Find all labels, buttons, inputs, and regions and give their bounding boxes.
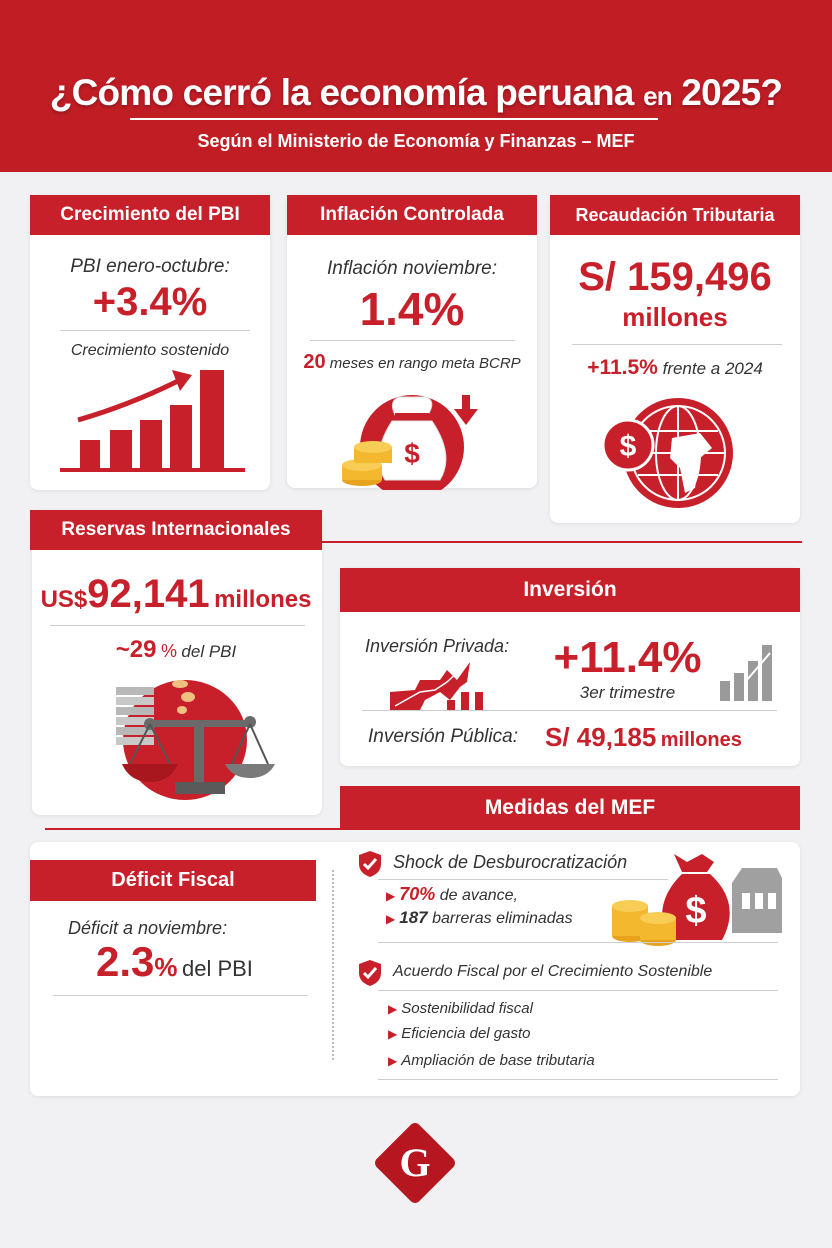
bullet-strong: 70% bbox=[399, 884, 436, 904]
title-small: en bbox=[643, 81, 673, 111]
pbi-note: Crecimiento sostenido bbox=[70, 342, 230, 359]
medida-1-bullet-2: ▶ 187 barreras eliminadas bbox=[386, 908, 573, 928]
page-title: ¿Cómo cerró la economía peruana en 2025? bbox=[0, 72, 832, 114]
recaudacion-change: +11.5% frente a 2024 bbox=[550, 356, 800, 380]
triangle-bullet-icon: ▶ bbox=[388, 1002, 398, 1016]
gray-bar-chart-icon bbox=[720, 645, 772, 701]
divider bbox=[362, 710, 777, 711]
medida-2-bullet-1: ▶ Sostenibilidad fiscal bbox=[388, 1000, 533, 1017]
title-rule bbox=[130, 118, 658, 120]
deficit-value-line: 2.3% del PBI bbox=[96, 938, 253, 986]
reservas-share-prefix: ~ bbox=[115, 636, 130, 663]
pbi-heading: Crecimiento del PBI bbox=[30, 195, 270, 235]
reservas-currency: US$ bbox=[40, 586, 88, 613]
recaudacion-unit: millones bbox=[622, 302, 728, 332]
inflacion-label: Inflación noviembre: bbox=[326, 258, 498, 279]
divider bbox=[53, 995, 308, 996]
reservas-share-value: 29 bbox=[129, 636, 157, 663]
bullet-text: Sostenibilidad fiscal bbox=[401, 1000, 533, 1017]
inversion-public-value: S/ 49,185 bbox=[545, 722, 657, 752]
recaudacion-change-value: +11.5% bbox=[587, 356, 658, 379]
inflacion-value: 1.4% bbox=[359, 283, 465, 335]
divider bbox=[378, 942, 778, 943]
reservas-value-line: US$92,141 millones bbox=[30, 572, 322, 617]
page-header: ¿Cómo cerró la economía peruana en 2025?… bbox=[0, 0, 832, 172]
reservas-share: ~29 % del PBI bbox=[30, 636, 322, 664]
reservas-share-text: del PBI bbox=[181, 642, 237, 661]
deficit-pct: % bbox=[154, 952, 178, 982]
bar-chart-growth-icon bbox=[60, 370, 245, 472]
recaudacion-change-text: frente a 2024 bbox=[662, 359, 763, 378]
money-bag-coins-bank-icon: $ bbox=[612, 854, 782, 946]
title-main: ¿Cómo cerró la economía peruana bbox=[49, 72, 635, 113]
divider bbox=[50, 625, 305, 626]
bullet-text: Ampliación de base tributaria bbox=[401, 1052, 595, 1069]
divider bbox=[378, 1079, 778, 1080]
divider bbox=[60, 330, 250, 331]
brand-logo-letter: G bbox=[399, 1140, 431, 1185]
connector-line bbox=[322, 541, 802, 543]
svg-text:$: $ bbox=[685, 890, 706, 932]
shield-check-icon bbox=[359, 960, 381, 986]
title-year: 2025? bbox=[681, 72, 783, 113]
reservas-value: 92,141 bbox=[87, 572, 210, 616]
inflacion-heading: Inflación Controlada bbox=[287, 195, 537, 235]
medida-2-bullet-3: ▶ Ampliación de base tributaria bbox=[388, 1052, 595, 1069]
bullet-text: barreras eliminadas bbox=[432, 910, 573, 927]
inflacion-months: 20 bbox=[303, 351, 326, 373]
money-bag-down-arrow-icon: $ bbox=[342, 395, 478, 490]
inversion-heading: Inversión bbox=[340, 568, 800, 612]
medida-1-title: Shock de Desburocratización bbox=[393, 852, 628, 872]
pbi-value: +3.4% bbox=[92, 280, 208, 324]
inversion-private-value: +11.4% bbox=[553, 633, 702, 682]
bullet-text: de avance, bbox=[439, 887, 518, 904]
reservas-unit: millones bbox=[214, 586, 312, 613]
dotted-separator bbox=[332, 870, 334, 1060]
divider bbox=[378, 990, 778, 991]
scale-coins-icon bbox=[116, 680, 275, 800]
svg-text:$: $ bbox=[404, 438, 420, 469]
shield-check-icon bbox=[359, 851, 381, 877]
divider bbox=[310, 340, 515, 341]
inversion-private-period: 3er trimestre bbox=[579, 683, 676, 702]
triangle-bullet-icon: ▶ bbox=[386, 912, 396, 926]
triangle-bullet-icon: ▶ bbox=[388, 1027, 398, 1041]
medida-1-bullet-1: ▶ 70% de avance, bbox=[386, 884, 518, 905]
bullet-text: Eficiencia del gasto bbox=[401, 1025, 531, 1042]
deficit-value: 2.3 bbox=[96, 938, 155, 985]
reservas-heading: Reservas Internacionales bbox=[30, 510, 322, 550]
globe-dollar-icon: $ bbox=[601, 398, 733, 508]
reservas-share-pct: % bbox=[160, 641, 177, 661]
page-subtitle: Según el Ministerio de Economía y Finanz… bbox=[197, 131, 635, 151]
inflacion-note: 20 meses en rango meta BCRP bbox=[287, 351, 537, 374]
pbi-label: PBI enero-octubre: bbox=[70, 256, 230, 277]
triangle-bullet-icon: ▶ bbox=[386, 889, 396, 903]
recaudacion-heading: Recaudación Tributaria bbox=[550, 195, 800, 235]
connector-line bbox=[45, 828, 345, 830]
svg-text:$: $ bbox=[620, 430, 637, 463]
deficit-label: Déficit a noviembre: bbox=[68, 918, 228, 938]
bullet-strong: 187 bbox=[399, 908, 428, 927]
inflacion-months-text: meses en rango meta BCRP bbox=[329, 355, 521, 372]
medida-2-title: Acuerdo Fiscal por el Crecimiento Sosten… bbox=[393, 963, 713, 980]
inversion-public-line: S/ 49,185 millones bbox=[545, 722, 742, 753]
triangle-bullet-icon: ▶ bbox=[388, 1054, 398, 1068]
inversion-private-label: Inversión Privada: bbox=[365, 636, 510, 656]
rising-arrow-chart-icon bbox=[390, 662, 483, 710]
medida-2-bullet-2: ▶ Eficiencia del gasto bbox=[388, 1025, 530, 1042]
recaudacion-value: S/ 159,496 bbox=[578, 255, 772, 299]
inversion-public-unit: millones bbox=[660, 729, 742, 751]
deficit-unit: del PBI bbox=[181, 956, 253, 981]
divider bbox=[572, 344, 782, 345]
deficit-heading: Déficit Fiscal bbox=[30, 860, 316, 901]
medidas-heading: Medidas del MEF bbox=[340, 786, 800, 830]
inversion-public-label: Inversión Pública: bbox=[368, 726, 518, 747]
divider bbox=[378, 879, 668, 880]
